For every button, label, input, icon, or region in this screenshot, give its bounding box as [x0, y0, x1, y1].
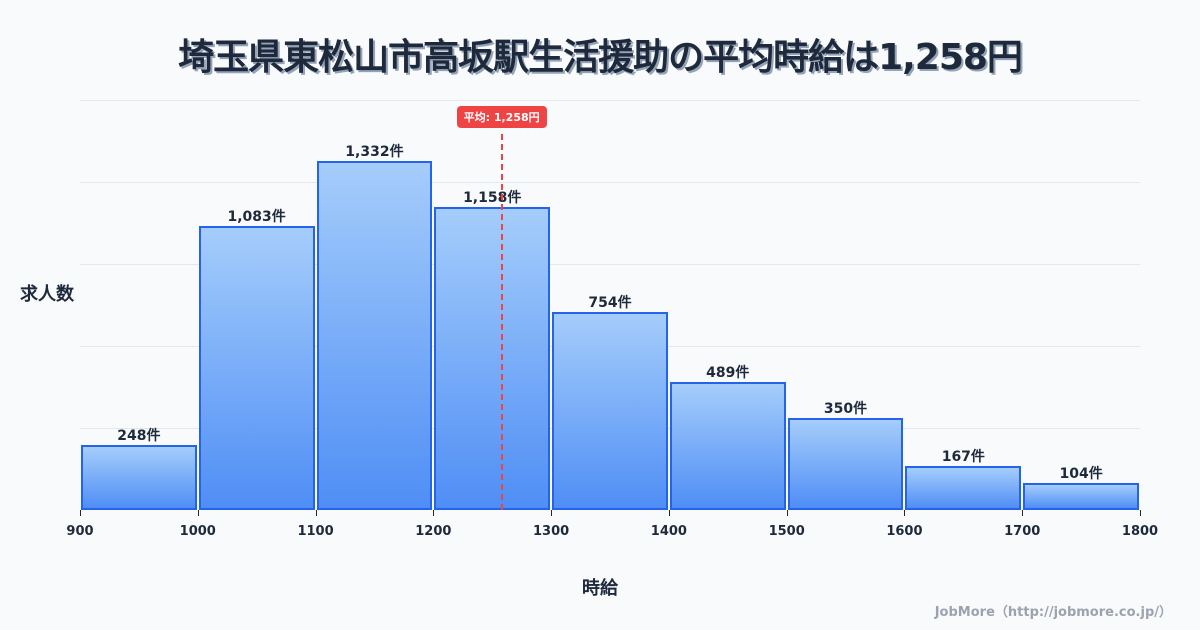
x-tick	[668, 510, 670, 516]
bar-value-label: 167件	[941, 449, 985, 466]
x-tick-label: 1600	[886, 524, 923, 539]
histogram-bar	[198, 226, 315, 510]
average-badge: 平均: 1,258円	[456, 106, 547, 128]
bar-value-label: 1,083件	[227, 209, 286, 226]
histogram-bar	[787, 418, 904, 510]
x-tick	[1140, 510, 1141, 516]
bar-value-label: 1,158件	[463, 189, 522, 206]
bar-value-label: 350件	[823, 401, 868, 418]
x-tick-label: 1300	[533, 524, 570, 539]
y-axis-label: 求人数	[20, 284, 74, 305]
bar-value-label: 754件	[588, 295, 632, 312]
gridline	[80, 264, 1140, 265]
histogram-bar	[316, 161, 433, 510]
x-tick	[433, 510, 435, 516]
bar-value-label: 104件	[1059, 465, 1103, 482]
x-tick-label: 900	[66, 524, 94, 539]
x-tick-label: 1000	[179, 524, 216, 539]
histogram-bar	[669, 381, 786, 510]
plot-area: 248件 1,083件 1,332件 1,158件 754件 489件 350件 167件 10…	[66, 100, 1158, 539]
bar-value-label: 489件	[706, 364, 750, 381]
credit-text: JobMore（http://jobmore.co.jp/）	[934, 605, 1172, 620]
histogram-bar	[1023, 482, 1139, 510]
x-tick	[551, 510, 553, 516]
chart-title: 埼玉県東松山市高坂駅生活援助の平均時給は1,258円	[178, 37, 1023, 78]
histogram-bar	[905, 466, 1022, 510]
x-tick	[786, 510, 788, 516]
histogram-bar	[434, 206, 551, 510]
average-line	[500, 134, 503, 510]
x-tick-label: 1800	[1121, 524, 1159, 539]
x-tick-label: 1400	[650, 524, 687, 539]
x-tick	[1022, 510, 1024, 516]
gridline	[80, 182, 1140, 183]
histogram-bar	[81, 445, 197, 510]
bar-value-label: 1,332件	[345, 144, 404, 161]
bar-value-label: 248件	[117, 428, 161, 445]
x-tick	[904, 510, 906, 516]
x-tick	[315, 510, 317, 516]
histogram-bar	[552, 312, 668, 510]
x-tick-label: 1700	[1004, 524, 1041, 539]
x-axis-label: 時給	[582, 578, 618, 599]
x-tick-label: 1200	[415, 524, 452, 539]
x-tick	[80, 510, 81, 516]
x-tick-label: 1500	[768, 524, 805, 539]
x-tick-label: 1100	[297, 524, 334, 539]
x-tick	[197, 510, 199, 516]
gridline	[80, 100, 1140, 101]
